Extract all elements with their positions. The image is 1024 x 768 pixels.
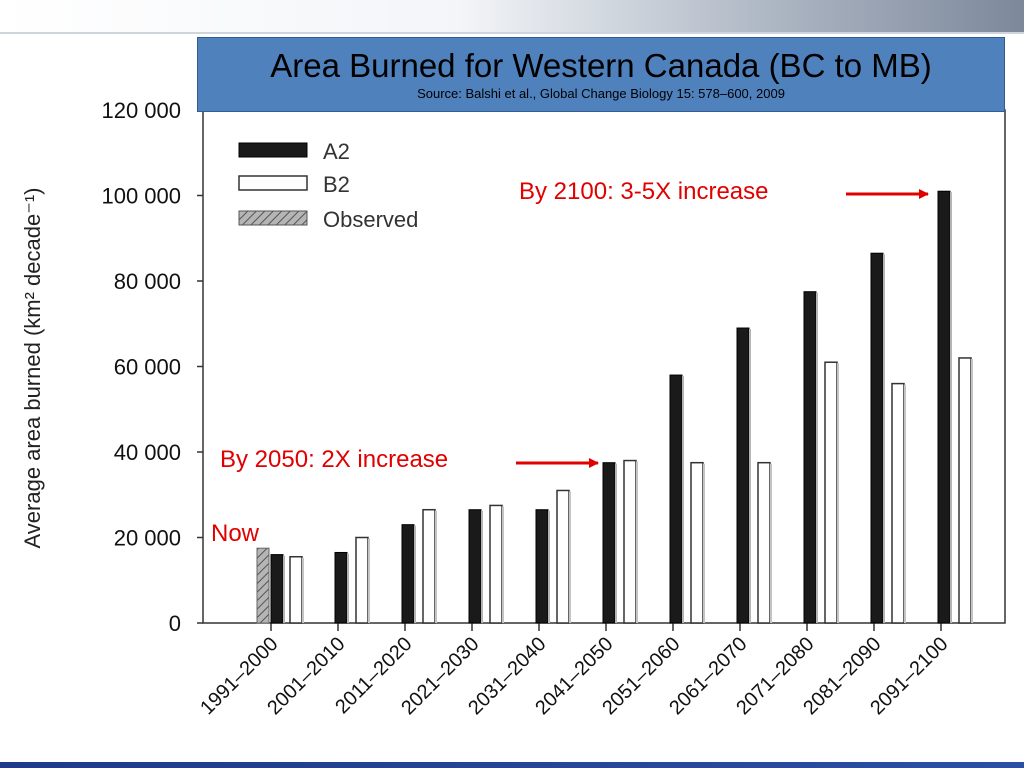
top-decorative-band — [0, 0, 1024, 34]
legend-swatch-a2 — [238, 142, 308, 158]
bar-a2 — [937, 190, 951, 624]
y-tick-label: 20 000 — [114, 526, 181, 551]
bar-b2 — [891, 382, 905, 624]
title-box: Area Burned for Western Canada (BC to MB… — [197, 37, 1005, 112]
bar-b2 — [489, 504, 503, 624]
x-axis: 1991–20002001–20102011–20202021–20302031… — [196, 623, 953, 719]
bar-b2 — [289, 555, 303, 624]
annotation-2050: By 2050: 2X increase — [220, 446, 448, 473]
legend-label-b2: B2 — [323, 172, 350, 197]
bar-a2 — [602, 462, 616, 624]
bar-a2 — [401, 524, 415, 624]
bar-a2 — [803, 291, 817, 624]
y-tick-label: 120 000 — [101, 98, 181, 123]
bar-a2 — [736, 327, 750, 624]
annotation-now: Now — [211, 520, 260, 547]
y-tick-label: 60 000 — [114, 355, 181, 380]
bar-a2 — [270, 554, 284, 624]
bar-a2 — [468, 509, 482, 624]
bar-b2 — [824, 361, 838, 624]
bar-a2 — [870, 252, 884, 624]
legend-swatch-b2 — [238, 175, 308, 191]
source-citation: Source: Balshi et al., Global Change Bio… — [417, 86, 785, 101]
legend: A2 B2 Observed — [238, 139, 418, 232]
bar-a2 — [334, 551, 348, 624]
y-axis: 0 20 000 40 000 60 000 80 000 100 000 120 000 — [101, 98, 203, 636]
bar-b2 — [623, 459, 637, 624]
bar-a2 — [669, 374, 683, 624]
bottom-decorative-band — [0, 762, 1024, 768]
bar-b2 — [422, 508, 436, 624]
bar-b2 — [355, 536, 369, 624]
bars — [256, 190, 973, 624]
legend-label-a2: A2 — [323, 139, 350, 164]
y-tick-label: 0 — [169, 611, 181, 636]
y-tick-label: 40 000 — [114, 440, 181, 465]
bar-b2 — [690, 461, 704, 624]
bar-b2 — [757, 461, 771, 624]
bar-b2 — [958, 357, 972, 624]
legend-label-observed: Observed — [323, 207, 418, 232]
y-axis-label: Average area burned (km² decade⁻¹) — [20, 188, 45, 549]
y-tick-label: 80 000 — [114, 269, 181, 294]
bar-a2 — [535, 509, 549, 624]
bar-b2 — [556, 489, 570, 624]
page-title: Area Burned for Western Canada (BC to MB… — [270, 47, 932, 84]
y-tick-label: 100 000 — [101, 184, 181, 209]
annotation-2100: By 2100: 3-5X increase — [519, 178, 768, 205]
bar-observed — [256, 547, 270, 624]
legend-swatch-observed — [238, 210, 308, 226]
